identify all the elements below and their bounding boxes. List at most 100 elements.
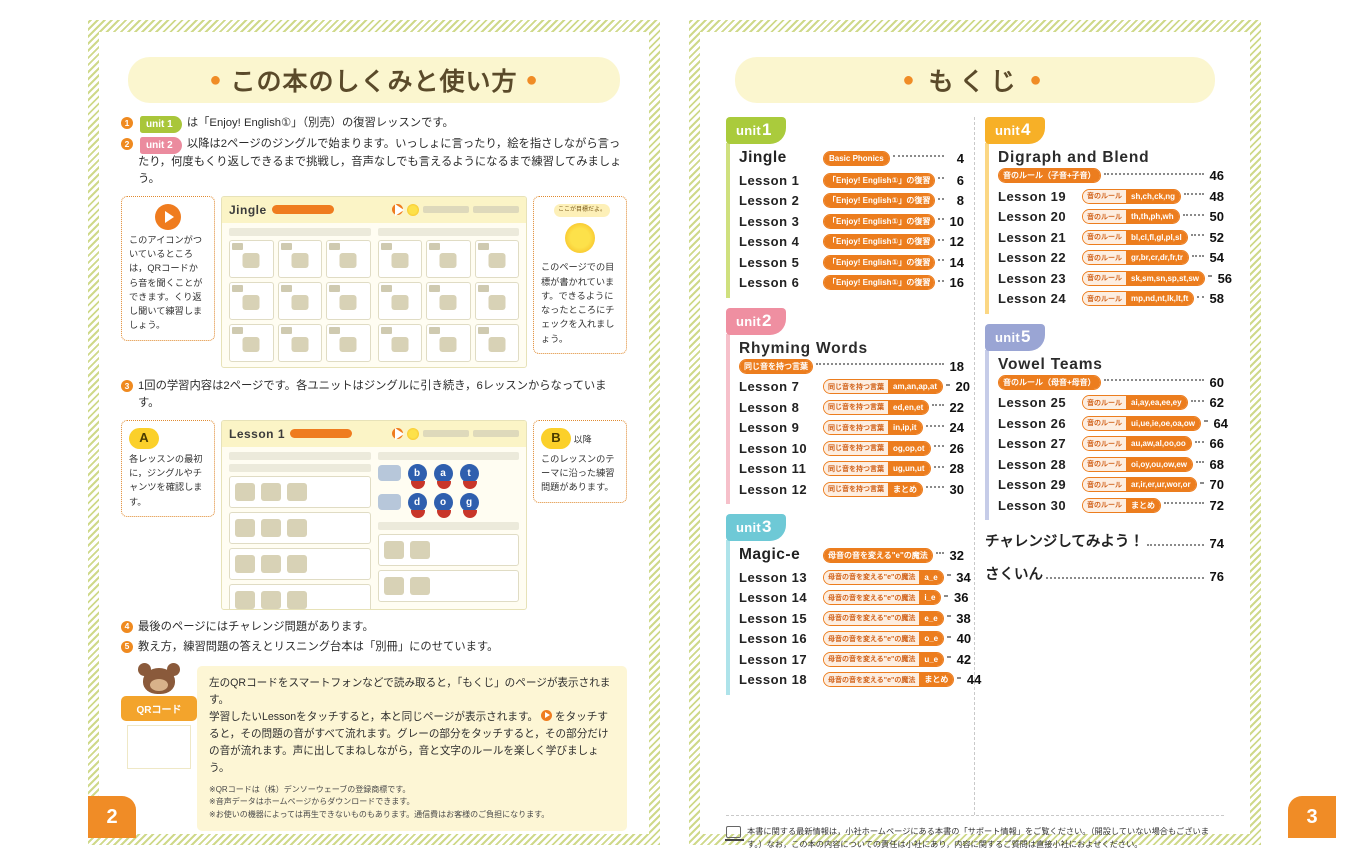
leader-dots — [1196, 461, 1204, 463]
toc-entry-tag: 母音の音を変える"e"の魔法 — [823, 547, 933, 563]
page-number-right: 3 — [1288, 796, 1336, 838]
toc-entry-tag: 母音の音を変える"e"の魔法 o_e — [823, 631, 945, 646]
thumbnail-word-card — [229, 281, 274, 320]
bullet-text-2: 以降は2ページのジングルで始まります。いっしょに言ったり，絵を指さしながら言った… — [138, 138, 622, 185]
toc-entry-tag: 音のルール sk,sm,sn,sp,st,sw — [1082, 270, 1206, 286]
callout-a-text: 各レッスンの最初に，ジングルやチャンツを確認します。 — [129, 453, 203, 507]
toc-entry[interactable]: Lesson 23 音のルール sk,sm,sn,sp,st,sw 56 — [998, 270, 1232, 286]
toc-entry[interactable]: Lesson 18 母音の音を変える"e"の魔法 まとめ 44 — [739, 672, 981, 687]
thumbnail-sun-icon — [407, 427, 419, 440]
toc-tag-japanese: 同じ音を持つ言葉 — [824, 400, 888, 414]
qr-code-image[interactable] — [127, 724, 191, 769]
toc-entry[interactable]: Lesson 5 「Enjoy! English①」の復習 14 — [739, 254, 964, 270]
toc-entry[interactable]: Jingle Basic Phonics 4 — [739, 149, 964, 167]
toc-tag-english: gr,br,cr,dr,fr,tr — [1126, 251, 1189, 264]
toc-entry[interactable]: Lesson 17 母音の音を変える"e"の魔法 u_e 42 — [739, 651, 971, 667]
toc-unit-head-line[interactable]: 同じ音を持つ言葉 18 — [739, 358, 964, 374]
toc-entry-tag: 音のルール th,th,ph,wh — [1082, 209, 1180, 224]
toc-entry[interactable]: Lesson 2 「Enjoy! English①」の復習 8 — [739, 193, 964, 208]
toc-column-left: unit1 Jingle Basic Phonics 4 Lesson 1 「Enjoy!… — [716, 117, 981, 815]
unit-badge-number: 5 — [1021, 326, 1031, 346]
toc-entry[interactable]: Lesson 26 音のルール ui,ue,ie,oe,oa,ow 64 — [998, 415, 1228, 431]
toc-unit-head-line[interactable]: 音のルール（母音+母音） 60 — [998, 374, 1224, 390]
toc-entry-label: Lesson 16 — [739, 631, 808, 646]
toc-entry[interactable]: Lesson 28 音のルール oi,oy,ou,ow,ew 68 — [998, 456, 1224, 472]
toc-entry[interactable]: Lesson 25 音のルール ai,ay,ea,ee,ey 62 — [998, 395, 1224, 410]
toc-entry[interactable]: Lesson 4 「Enjoy! English①」の復習 12 — [739, 234, 964, 249]
toc-entry-tag: 「Enjoy! English①」の復習 — [823, 213, 936, 229]
toc-entry-label: Lesson 11 — [739, 461, 807, 476]
toc-tag-english: ai,ay,ea,ee,ey — [1126, 396, 1187, 409]
toc-page-number: 38 — [956, 610, 971, 626]
toc-tag-english: mp,nd,nt,lk,lt,ft — [1126, 292, 1194, 305]
thumbnail-goal-bar-2 — [473, 430, 519, 438]
toc-entry[interactable]: Lesson 9 同じ音を持つ言葉 in,ip,it 24 — [739, 420, 964, 435]
toc-tag-english: og,op,ot — [888, 441, 930, 455]
toc-entry[interactable]: Lesson 13 母音の音を変える"e"の魔法 a_e 34 — [739, 569, 971, 585]
toc-entry-tag: 同じ音を持つ言葉 in,ip,it — [823, 420, 923, 435]
toc-entry[interactable]: Lesson 7 同じ音を持つ言葉 am,an,ap,at 20 — [739, 379, 970, 394]
lesson-page-thumbnail: Lesson 1 — [221, 419, 527, 610]
toc-entry[interactable]: Lesson 1 「Enjoy! English①」の復習 6 — [739, 172, 964, 188]
toc-entry[interactable]: Lesson 10 同じ音を持つ言葉 og,op,ot 26 — [739, 440, 964, 456]
thumbnail-picture-row — [377, 533, 519, 566]
toc-entry[interactable]: Lesson 3 「Enjoy! English①」の復習 10 — [739, 213, 964, 229]
toc-tag-english: a_e — [919, 570, 943, 584]
toc-entry[interactable]: Lesson 15 母音の音を変える"e"の魔法 e_e 38 — [739, 610, 971, 626]
thumbnail-play-icon — [392, 428, 403, 440]
toc-entry-label: Lesson 10 — [739, 440, 808, 456]
toc-unit-head-line[interactable]: 音のルール（子音+子音） 46 — [998, 168, 1224, 183]
toc-entry[interactable]: Lesson 27 音のルール au,aw,al,oo,oo 66 — [998, 436, 1224, 451]
toc-entry[interactable]: Lesson 19 音のルール sh,ch,ck,ng 48 — [998, 188, 1224, 204]
toc-tag-english: u_e — [919, 652, 944, 666]
toc-entry-label: Lesson 3 — [739, 213, 800, 229]
leader-dots — [925, 424, 944, 427]
toc-tag-japanese: 母音の音を変える"e"の魔法 — [824, 548, 932, 562]
toc-tag-japanese: 母音の音を変える"e"の魔法 — [824, 570, 920, 584]
toc-page-number: 52 — [1209, 229, 1224, 245]
toc-page-number: 8 — [956, 193, 964, 208]
toc-title-banner: ● もくじ ● — [735, 57, 1215, 103]
toc-tag-english: まとめ — [919, 673, 954, 686]
leader-dots — [1103, 379, 1204, 381]
toc-entry[interactable]: Lesson 12 同じ音を持つ言葉 まとめ 30 — [739, 481, 964, 497]
toc-extra-entry[interactable]: チャレンジしてみよう！ 74 — [985, 530, 1224, 551]
leader-dots — [938, 218, 944, 220]
toc-page-number: 64 — [1213, 415, 1229, 431]
toc-entry-tag: 同じ音を持つ言葉 ug,un,ut — [823, 461, 931, 476]
toc-entry-label: Lesson 27 — [998, 436, 1067, 451]
toc-entry[interactable]: Lesson 11 同じ音を持つ言葉 ug,un,ut 28 — [739, 461, 964, 476]
toc-tag-english: ed,en,et — [888, 400, 929, 414]
toc-tag-english: ui,ue,ie,oe,oa,ow — [1126, 416, 1201, 430]
thumbnail-goal-bar-1 — [423, 430, 469, 438]
toc-entry[interactable]: Lesson 20 音のルール th,th,ph,wh 50 — [998, 209, 1224, 224]
toc-entry[interactable]: Magic-e 母音の音を変える"e"の魔法 32 — [739, 546, 964, 564]
unit-badge-number: 3 — [762, 517, 772, 536]
toc-tag-japanese: 音のルール — [1083, 498, 1126, 512]
toc-entry-label: Lesson 12 — [739, 481, 808, 497]
thumbnail-sun-icon — [407, 203, 419, 216]
toc-entry[interactable]: Lesson 22 音のルール gr,br,cr,dr,fr,tr 54 — [998, 250, 1224, 265]
toc-entry-tag: 同じ音を持つ言葉 am,an,ap,at — [823, 379, 944, 394]
toc-tag-english: sk,sm,sn,sp,st,sw — [1126, 271, 1205, 285]
toc-page-number: 72 — [1209, 497, 1224, 513]
toc-page-number: 10 — [949, 213, 964, 229]
toc-entry[interactable]: Lesson 29 音のルール ar,ir,er,ur,wor,or 70 — [998, 477, 1224, 492]
toc-entry[interactable]: Lesson 21 音のルール bl,cl,fl,gl,pl,sl 52 — [998, 229, 1224, 245]
note-icon — [725, 826, 744, 841]
toc-entry-tag: Basic Phonics — [823, 150, 890, 166]
toc-entry[interactable]: Lesson 8 同じ音を持つ言葉 ed,en,et 22 — [739, 399, 964, 415]
callout-goal-text: このページでの目標が書かれています。できるようになったところにチェックを入れまし… — [541, 262, 615, 344]
toc-entry[interactable]: Lesson 6 「Enjoy! English①」の復習 16 — [739, 275, 964, 290]
toc-page-number: 42 — [956, 651, 972, 667]
thumbnail-word-card — [377, 239, 422, 278]
toc-entry[interactable]: Lesson 16 母音の音を変える"e"の魔法 o_e 40 — [739, 631, 971, 646]
thumbnail-word-card — [377, 281, 422, 320]
toc-entry[interactable]: Lesson 14 母音の音を変える"e"の魔法 i_e 36 — [739, 590, 968, 605]
toc-extra-entry[interactable]: さくいん 76 — [985, 563, 1224, 584]
toc-entry-tag: 母音の音を変える"e"の魔法 まとめ — [823, 672, 955, 687]
unit-badge-number: 1 — [762, 120, 772, 139]
toc-entry[interactable]: Lesson 24 音のルール mp,nd,nt,lk,lt,ft 58 — [998, 291, 1224, 306]
toc-entry[interactable]: Lesson 30 音のルール まとめ 72 — [998, 497, 1224, 513]
